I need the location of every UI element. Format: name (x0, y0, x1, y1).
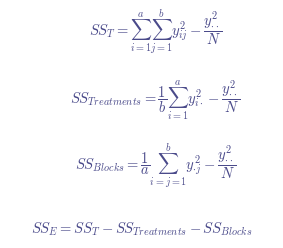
Text: $SS_{Blocks} = \dfrac{1}{a} \sum_{i=j=1}^{b} y_{\cdot j}^2 - \dfrac{y_{\cdot\cdo: $SS_{Blocks} = \dfrac{1}{a} \sum_{i=j=1}… (74, 142, 236, 190)
Text: $SS_E = SS_T - SS_{Treatments} - SS_{Blocks}$: $SS_E = SS_T - SS_{Treatments} - SS_{Blo… (31, 221, 252, 238)
Text: $SS_{Treatments} = \dfrac{1}{b} \sum_{i=1}^{a} y_{i\cdot}^2 - \dfrac{y_{\cdot\cd: $SS_{Treatments} = \dfrac{1}{b} \sum_{i=… (70, 79, 241, 122)
Text: $SS_T = \sum_{i=1}^{a} \sum_{j=1}^{b} y_{ij}^2 - \dfrac{y_{\cdot\cdot}^2}{N}$: $SS_T = \sum_{i=1}^{a} \sum_{j=1}^{b} y_… (89, 8, 222, 56)
